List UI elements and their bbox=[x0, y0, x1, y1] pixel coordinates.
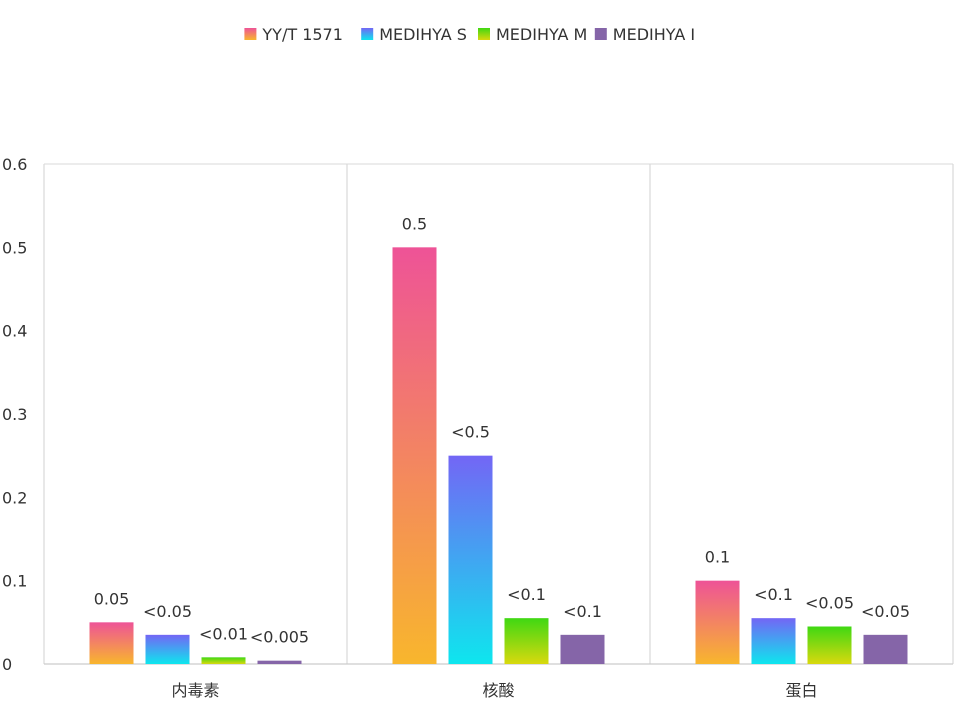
legend-label: YY/T 1571 bbox=[261, 25, 343, 44]
bar bbox=[504, 618, 549, 664]
x-category-label: 蛋白 bbox=[785, 681, 817, 700]
y-tick-label: 0.4 bbox=[2, 322, 27, 341]
bar bbox=[89, 622, 134, 664]
bar bbox=[257, 660, 302, 664]
bar bbox=[807, 626, 852, 664]
bar bbox=[863, 634, 908, 664]
data-label: 0.05 bbox=[94, 589, 130, 608]
legend: YY/T 1571 MEDIHYA S MEDIHYA M MEDIHYA I bbox=[244, 25, 695, 44]
data-label: <0.05 bbox=[861, 602, 910, 621]
bar bbox=[145, 634, 190, 664]
y-tick-label: 0.2 bbox=[2, 488, 27, 507]
bars: 0.05 <0.05 <0.01 <0.005 0.5 <0.5 <0.1 <0.1 0.1 <0… bbox=[89, 214, 910, 665]
axes: 0 0.1 0.2 0.3 0.4 0.5 0.6 内毒素 核酸 蛋白 bbox=[2, 155, 954, 700]
bar bbox=[751, 618, 796, 664]
legend-swatch bbox=[244, 28, 257, 40]
legend-label: MEDIHYA I bbox=[613, 25, 695, 44]
legend-swatch bbox=[478, 28, 490, 40]
x-category-label: 内毒素 bbox=[171, 681, 219, 700]
y-tick-label: 0.6 bbox=[2, 155, 27, 174]
data-label: 0.5 bbox=[402, 214, 427, 233]
y-tick-label: 0.3 bbox=[2, 405, 27, 424]
data-label: <0.1 bbox=[507, 585, 546, 604]
data-label: 0.1 bbox=[705, 548, 730, 567]
y-tick-label: 0.5 bbox=[2, 238, 27, 257]
data-label: <0.05 bbox=[143, 602, 192, 621]
data-label: <0.005 bbox=[250, 628, 309, 647]
bar bbox=[695, 580, 740, 664]
legend-label: MEDIHYA S bbox=[379, 25, 467, 44]
legend-swatch bbox=[594, 28, 607, 40]
data-label: <0.05 bbox=[805, 594, 854, 613]
data-label: <0.1 bbox=[754, 585, 793, 604]
data-label: <0.1 bbox=[563, 602, 602, 621]
bar bbox=[448, 455, 493, 664]
y-tick-label: 0.1 bbox=[2, 572, 27, 591]
x-category-label: 核酸 bbox=[482, 681, 514, 700]
bar bbox=[201, 657, 246, 664]
data-label: <0.5 bbox=[451, 423, 490, 442]
y-tick-label: 0 bbox=[2, 655, 12, 674]
bar bbox=[392, 247, 437, 665]
bar bbox=[560, 634, 605, 664]
data-label: <0.01 bbox=[199, 624, 248, 643]
legend-swatch bbox=[361, 28, 374, 40]
legend-label: MEDIHYA M bbox=[496, 25, 587, 44]
